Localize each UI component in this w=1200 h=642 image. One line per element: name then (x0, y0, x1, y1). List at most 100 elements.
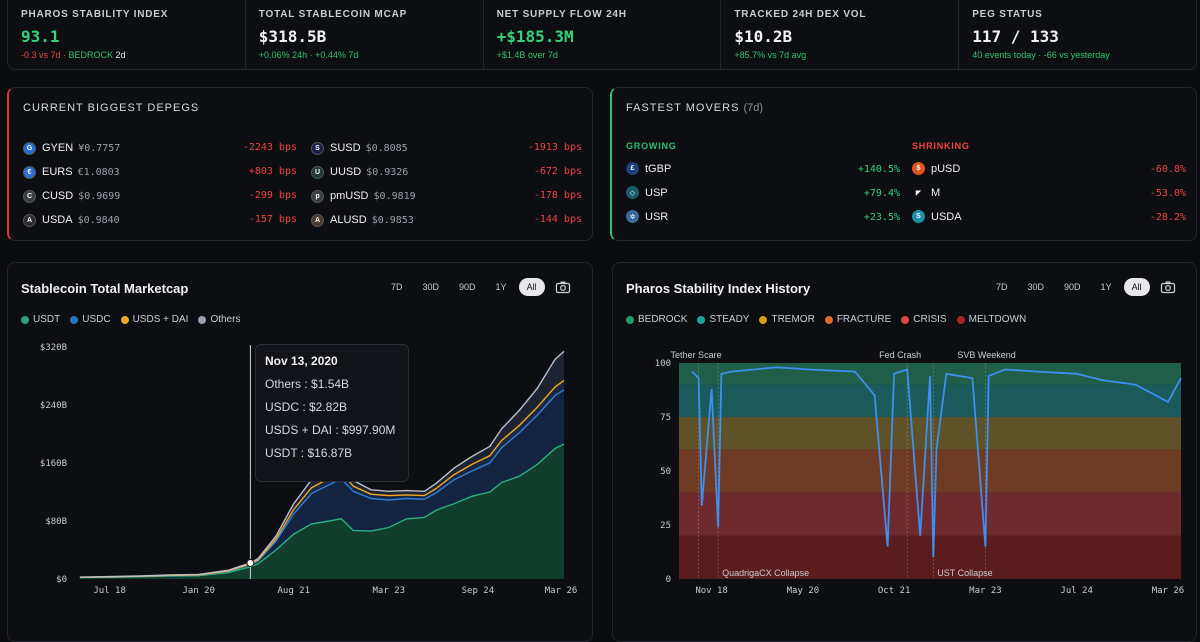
legend-item[interactable]: MELTDOWN (956, 314, 1026, 325)
mover-pct: +23.5% (863, 212, 900, 223)
legend-item[interactable]: USDS + DAI (120, 314, 188, 325)
annotation-label: Tether Scare (671, 350, 722, 360)
x-tick-label: Mar 26 (1152, 586, 1185, 596)
legend-item[interactable]: USDC (70, 314, 111, 325)
legend-label: TREMOR (771, 314, 815, 325)
mcap-range-90d-button[interactable]: 90D (459, 282, 476, 292)
mover-row[interactable]: S USDA (912, 210, 962, 223)
movers-period: (7d) (743, 102, 764, 114)
stat-value: $318.5B (258, 27, 327, 46)
stat-peg-status[interactable]: PEG STATUS 117 / 133 40 events today · -… (959, 0, 1196, 69)
movers-title-text: FASTEST MOVERS (626, 102, 740, 114)
stat-net-supply-flow[interactable]: NET SUPPLY FLOW 24H +$185.3M +$1.4B over… (484, 0, 722, 69)
depeg-row[interactable]: U UUSD $0.9326 (311, 164, 408, 180)
psi-range-30d-button[interactable]: 30D (1027, 282, 1045, 292)
usdt-area (79, 444, 565, 579)
mcap-range-1y-button[interactable]: 1Y (495, 282, 507, 292)
stat-sub: +85.7% vs 7d avg (734, 50, 807, 60)
stat-stability-index[interactable]: PHAROS STABILITY INDEX 93.1 -0.3 vs 7d ·… (8, 0, 246, 69)
depeg-name: SUSD (330, 142, 361, 154)
depeg-row[interactable]: A ALUSD $0.9853 (311, 212, 414, 228)
depegs-panel: CURRENT BIGGEST DEPEGS G GYEN ¥0.7757 -2243… (7, 87, 593, 241)
mover-name: USDA (931, 210, 962, 223)
depeg-row[interactable]: A USDA $0.9840 (23, 212, 120, 228)
mover-pct: -60.8% (1149, 164, 1186, 175)
annotation-label: Fed Crash (879, 350, 921, 360)
others-area (79, 351, 565, 578)
depeg-name: pmUSD (330, 190, 369, 202)
stat-sub: +$1.4B over 7d (496, 50, 558, 60)
depeg-row[interactable]: C CUSD $0.9699 (23, 188, 120, 204)
depeg-name: USDA (42, 214, 73, 226)
depeg-price: $0.9840 (77, 214, 120, 226)
stat-dex-volume[interactable]: TRACKED 24H DEX VOL $10.2B +85.7% vs 7d … (721, 0, 960, 69)
stat-sub-change: -0.3 vs 7d (21, 50, 61, 60)
depeg-row[interactable]: G GYEN ¥0.7757 (23, 140, 120, 156)
psi-range-1y-button[interactable]: 1Y (1100, 282, 1112, 292)
legend-item[interactable]: STEADY (697, 314, 749, 325)
legend-item[interactable]: Others (198, 314, 240, 325)
depeg-price: $0.9853 (371, 214, 414, 226)
y-tick-label: $80B (45, 517, 67, 527)
stat-label: TRACKED 24H DEX VOL (734, 9, 867, 20)
shrinking-heading: SHRINKING (912, 141, 970, 151)
annotation-label: SVB Weekend (957, 350, 1015, 360)
legend-item[interactable]: BEDROCK (626, 314, 687, 325)
stat-value: 117 / 133 (972, 27, 1059, 46)
psi-chart-panel: Pharos Stability Index History 7D 30D 90D 1… (612, 262, 1197, 642)
x-tick-label: Jul 18 (93, 586, 126, 596)
depeg-row[interactable]: € EURS €1.0803 (23, 164, 120, 180)
legend-item[interactable]: USDT (21, 314, 60, 325)
usda-icon: S (912, 210, 925, 223)
depeg-name: UUSD (330, 166, 362, 178)
x-tick-label: Nov 18 (695, 586, 728, 596)
mcap-chart[interactable]: $0 $80B $160B $240B $320B Jul 18 Jan 20 Aug 21 M… (8, 263, 594, 629)
psi-range-90d-button[interactable]: 90D (1064, 282, 1081, 292)
legend-label: FRACTURE (836, 314, 892, 325)
stat-sub-separator: · (60, 50, 69, 60)
stat-sub-duration: 2d (113, 50, 126, 60)
stat-total-mcap[interactable]: TOTAL STABLECOIN MCAP $318.5B +0.06% 24h… (246, 0, 484, 69)
tooltip-date: Nov 13, 2020 (265, 354, 338, 368)
legend-swatch (70, 315, 79, 324)
depeg-bps: -2243 bps (242, 142, 297, 153)
mover-row[interactable]: $ pUSD (912, 162, 960, 175)
y-tick-label: $320B (40, 343, 67, 353)
stat-sub: 40 events today · -66 vs yesterday (972, 50, 1110, 60)
depeg-price: ¥0.7757 (78, 142, 121, 154)
legend-item[interactable]: FRACTURE (824, 314, 892, 325)
mcap-range-7d-button[interactable]: 7D (391, 282, 403, 292)
legend-swatch (120, 315, 129, 324)
psi-chart[interactable]: 0 25 50 75 100 Nov 18 May 20 Oct 21 Mar 23 Jul 24… (613, 263, 1198, 629)
tooltip-row: USDS + DAI : $997.90M (265, 423, 396, 437)
growing-heading: GROWING (626, 141, 677, 151)
camera-icon[interactable] (555, 280, 571, 294)
legend-swatch (198, 315, 207, 324)
legend-label: USDT (33, 314, 61, 325)
mover-name: pUSD (931, 162, 961, 175)
depeg-row[interactable]: p pmUSD $0.9819 (311, 188, 416, 204)
mover-row[interactable]: ✲ USR (626, 210, 668, 223)
mcap-range-all-button[interactable]: All (518, 278, 545, 296)
legend-item[interactable]: CRISIS (901, 314, 947, 325)
stat-sub: -0.3 vs 7d · BEDROCK 2d (21, 50, 232, 60)
psi-legend: BEDROCK STEADY TREMOR FRACTURE CRISIS MELTDOW… (626, 314, 1026, 325)
mover-row[interactable]: ◇ USP (626, 186, 668, 199)
camera-icon[interactable] (1160, 280, 1176, 294)
depeg-row[interactable]: S SUSD $0.8085 (311, 140, 408, 156)
x-tick-label: Mar 23 (969, 586, 1002, 596)
psi-range-all-button[interactable]: All (1123, 278, 1150, 296)
legend-item[interactable]: TREMOR (759, 314, 815, 325)
mcap-range-30d-button[interactable]: 30D (422, 282, 440, 292)
depeg-bps: +803 bps (248, 166, 297, 177)
y-tick-label: 100 (655, 359, 671, 369)
depegs-title: CURRENT BIGGEST DEPEGS (23, 102, 200, 114)
usdc-area (79, 389, 565, 578)
mover-row[interactable]: £ tGBP (626, 162, 671, 175)
mover-row[interactable]: ◤ M (912, 186, 940, 199)
psi-range-7d-button[interactable]: 7D (996, 282, 1008, 292)
mover-pct: +79.4% (863, 188, 900, 199)
x-tick-label: Jul 24 (1060, 586, 1093, 596)
susd-icon: S (311, 141, 324, 155)
legend-swatch (901, 315, 910, 324)
